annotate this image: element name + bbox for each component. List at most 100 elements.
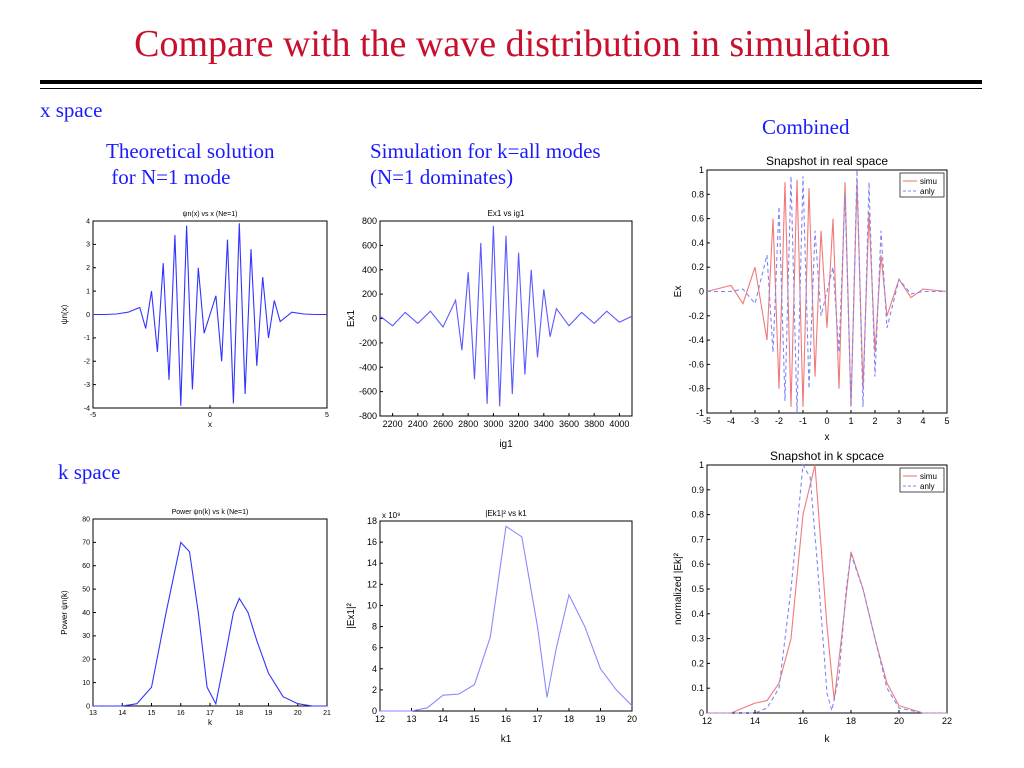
chart-title: ψn(x) vs x (Ne=1) [183,211,238,218]
x-tick-label: 16 [501,714,511,724]
x-tick-label: 12 [702,716,712,726]
chart-title: |Ek1|² vs k1 [485,509,527,518]
y-tick-label: 0.2 [691,658,704,668]
y-tick-label: 0 [86,703,90,710]
y-tick-label: -0.2 [688,311,704,321]
y-axis-label: ψn(x) [60,304,69,324]
x-tick-label: 2600 [433,419,453,429]
x-tick-label: 4 [920,416,925,426]
y-tick-label: 12 [367,579,377,589]
x-tick-label: 2200 [383,419,403,429]
sim-x-plot: Ex1 vs ig1 2200 2400 2600 2800 3000 3200 3400 36… [335,205,640,450]
x-tick-label: 17 [206,710,214,717]
x-axis-label: k [208,718,213,727]
y-tick-label: -1 [696,408,704,418]
y-tick-label: -0.6 [688,359,704,369]
combined-label: Combined [762,115,850,139]
y-axis-label: Ex [673,286,684,298]
x-tick-label: 14 [118,710,126,717]
x-axis-label: ig1 [499,439,513,450]
series-line-anly [707,169,947,414]
y-tick-label: 600 [362,240,377,250]
y-tick-label: 50 [82,586,90,593]
x-tick-label: 18 [846,716,856,726]
x-space-label: x space [40,98,103,122]
y-tick-label: 0.2 [691,262,704,272]
series-line [93,541,327,707]
plot-frame [706,464,948,714]
k-space-label: k space [58,460,121,484]
series-line-simu [707,464,947,714]
x-tick-label: 19 [265,710,273,717]
combined-k-plot: Snapshot in k spcace 12 14 16 18 20 22 0 0.1 0.2 0… [665,445,955,745]
y-tick-label: 0.4 [691,238,704,248]
y-multiplier: x 10⁹ [382,511,401,520]
series-line [379,225,633,407]
x-tick-label: 18 [235,710,243,717]
y-tick-label: 4 [86,218,90,225]
y-tick-label: 8 [372,622,377,632]
chart-title: Ex1 vs ig1 [488,209,525,218]
combined-x-svg: Snapshot in real space -5 -4 -3 -2 -1 0 1 2 3 4 5 -1… [673,154,950,443]
y-tick-label: 0.1 [691,683,704,693]
x-axis-label: x [208,420,212,429]
x-tick-label: 19 [595,714,605,724]
chart-title: Snapshot in k spcace [770,449,884,463]
x-tick-label: 3 [896,416,901,426]
y-axis-label: Power ψn(k) [60,590,69,635]
theory-k-plot: Power ψn(k) vs k (Ne=1) 13 14 15 16 17 18 19 20 2… [60,503,335,728]
y-tick-label: 800 [362,216,377,226]
series-line [380,525,633,712]
y-axis-label: normalized |Ek|² [673,552,684,625]
y-tick-label: -1 [84,335,90,342]
y-tick-label: 4 [372,664,377,674]
x-tick-label: 15 [469,714,479,724]
theory-x-plot: ψn(x) vs x (Ne=1) -5 0 5 -4 -3 -2 -1 0 1 2 3 4 x ψn(x) [60,205,335,430]
sim-x-svg: Ex1 vs ig1 2200 2400 2600 2800 3000 3200 3400 36… [346,209,633,450]
x-tick-label: 5 [944,416,949,426]
y-tick-label: 1 [699,460,704,470]
x-tick-label: 20 [627,714,637,724]
legend-box [899,172,945,198]
y-tick-label: -800 [359,411,377,421]
y-tick-label: 80 [82,516,90,523]
y-tick-label: 0 [372,706,377,716]
combined-x-plot: Snapshot in real space -5 -4 -3 -2 -1 0 1 2 3 4 5 -1… [665,148,955,443]
y-tick-label: 400 [362,265,377,275]
y-tick-label: 0.6 [691,214,704,224]
x-tick-label: 2400 [408,419,428,429]
x-tick-label: -1 [799,416,807,426]
y-tick-label: -2 [84,359,90,366]
y-tick-label: 0.6 [691,559,704,569]
x-tick-label: 3600 [559,419,579,429]
y-tick-label: 0.9 [691,485,704,495]
y-tick-label: 2 [86,265,90,272]
y-tick-label: 10 [367,600,377,610]
legend-box [899,467,945,493]
chart-title: Snapshot in real space [766,154,888,168]
y-tick-label: 3 [86,242,90,249]
x-tick-label: -5 [703,416,711,426]
x-tick-label: 3200 [509,419,529,429]
y-tick-label: 10 [82,680,90,687]
legend-label: simu [920,472,937,481]
x-tick-label: 0 [208,412,212,419]
y-tick-label: 0 [372,314,377,324]
x-tick-label: 0 [824,416,829,426]
y-tick-label: 20 [82,657,90,664]
legend-label: anly [920,187,935,196]
y-axis-label: Ex1 [346,309,357,327]
y-tick-label: 30 [82,633,90,640]
x-tick-label: 20 [894,716,904,726]
legend-label: simu [920,177,937,186]
y-tick-label: 0.5 [691,584,704,594]
title-rule-thick [40,80,982,84]
y-tick-label: 1 [699,165,704,175]
y-tick-label: 0.4 [691,609,704,619]
y-tick-label: 0.8 [691,510,704,520]
x-tick-label: -5 [90,412,96,419]
x-tick-label: 21 [323,710,331,717]
plot-frame [92,518,328,707]
x-tick-label: 14 [438,714,448,724]
y-tick-label: -4 [84,405,90,412]
